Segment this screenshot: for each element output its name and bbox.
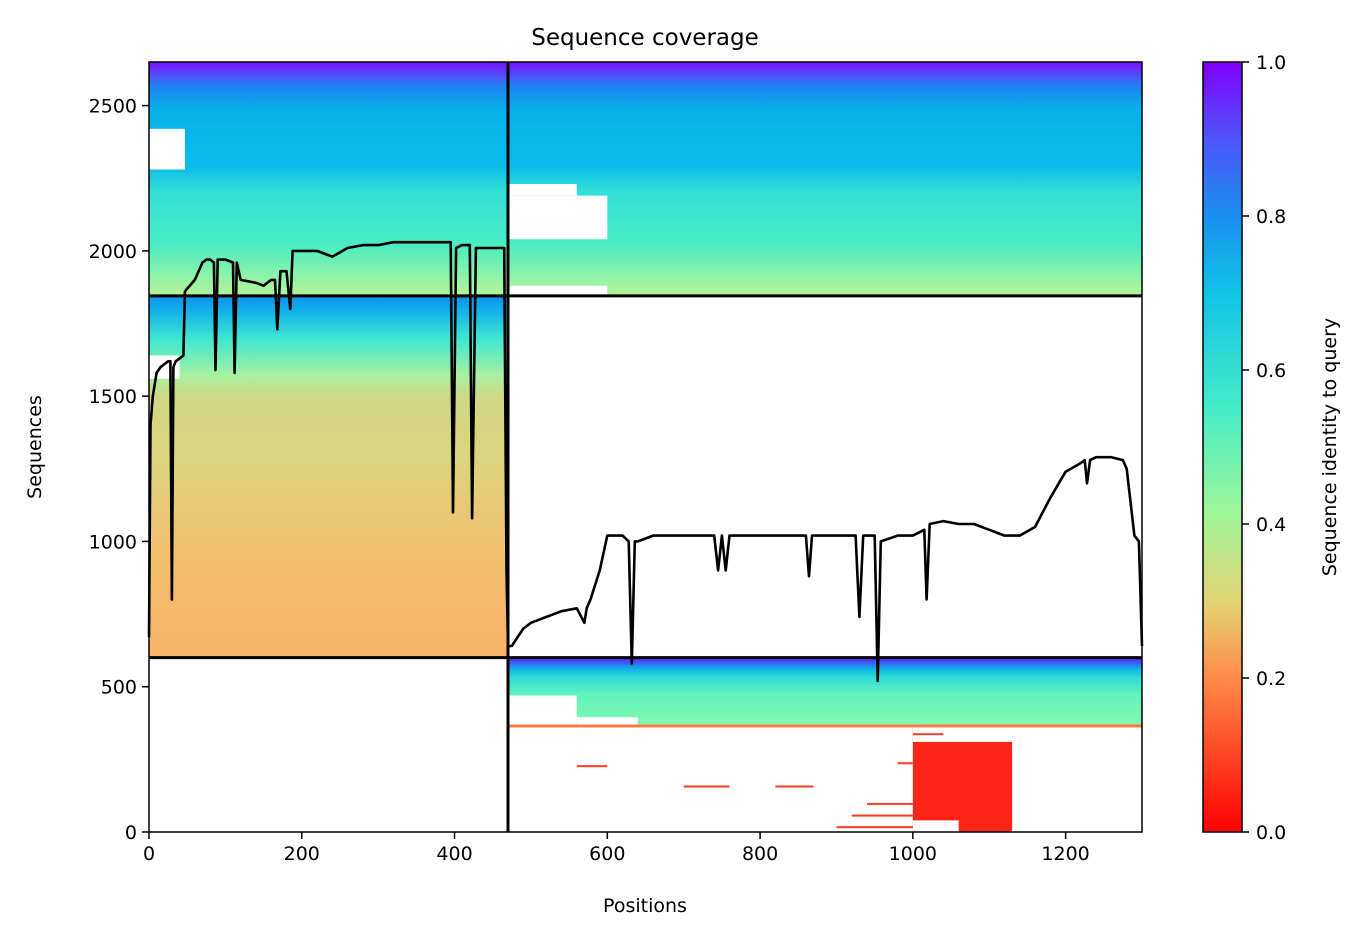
sparse-alignment xyxy=(912,733,944,736)
x-tick-label: 0 xyxy=(143,843,155,865)
sparse-alignment xyxy=(851,814,913,817)
y-tick-label: 2000 xyxy=(89,241,137,263)
coverage-line-layer xyxy=(147,240,1144,683)
colorbar-ticks: 0.0 0.2 0.4 0.6 0.8 1.0 xyxy=(1242,52,1286,844)
coverage-gap xyxy=(1012,736,1142,832)
colorbar-tick-label: 0.8 xyxy=(1256,206,1286,228)
y-tick-label: 2500 xyxy=(89,96,137,118)
coverage-edge xyxy=(508,724,1142,728)
coverage-block xyxy=(508,62,1142,296)
coverage-gap xyxy=(576,717,638,725)
coverage-gap xyxy=(508,195,608,240)
x-tick-label: 600 xyxy=(589,843,625,865)
coverage-gap xyxy=(508,184,577,196)
coverage-gap xyxy=(149,128,185,170)
colorbar-gradient xyxy=(1202,61,1243,833)
colorbar-tick-label: 0.6 xyxy=(1256,360,1286,382)
colorbar-label: Sequence identity to query xyxy=(1319,318,1341,576)
coverage-gap xyxy=(912,820,959,832)
sparse-alignment xyxy=(867,802,913,805)
x-tick-label: 800 xyxy=(742,843,778,865)
coverage-gap xyxy=(508,695,577,725)
x-tick-label: 400 xyxy=(436,843,472,865)
coverage-gap xyxy=(149,355,180,379)
colorbar: 0.0 0.2 0.4 0.6 0.8 1.0 Sequence identity to … xyxy=(1202,52,1341,844)
sparse-alignment xyxy=(683,785,730,788)
y-tick-label: 0 xyxy=(125,822,137,844)
y-tick-label: 1000 xyxy=(89,531,137,553)
colorbar-tick-label: 0.0 xyxy=(1256,822,1286,844)
axes: 0 200 400 600 800 1000 1200 0 500 1000 1500 2000 250… xyxy=(89,61,1143,865)
y-tick-label: 1500 xyxy=(89,386,137,408)
y-axis-label: Sequences xyxy=(24,395,46,499)
colorbar-tick-label: 1.0 xyxy=(1256,52,1286,74)
x-axis-label: Positions xyxy=(603,895,687,917)
x-tick-label: 200 xyxy=(284,843,320,865)
coverage-block xyxy=(149,295,509,658)
colorbar-tick-label: 0.2 xyxy=(1256,668,1286,690)
coverage-heatmap xyxy=(149,62,1142,832)
sparse-alignment xyxy=(836,826,913,829)
domain-boundaries xyxy=(149,62,1142,832)
x-tick-label: 1200 xyxy=(1041,843,1089,865)
chart-title: Sequence coverage xyxy=(531,25,759,51)
coverage-gap xyxy=(508,285,608,296)
sparse-alignment xyxy=(775,785,814,788)
colorbar-tick-label: 0.4 xyxy=(1256,514,1286,536)
x-tick-label: 1000 xyxy=(889,843,937,865)
axes-frame xyxy=(148,61,1143,833)
sparse-alignment xyxy=(576,765,608,768)
y-tick-label: 500 xyxy=(101,677,137,699)
coverage-line xyxy=(147,240,1144,683)
sparse-alignment xyxy=(897,762,913,765)
coverage-block xyxy=(149,62,509,296)
coverage-block xyxy=(508,657,1142,725)
